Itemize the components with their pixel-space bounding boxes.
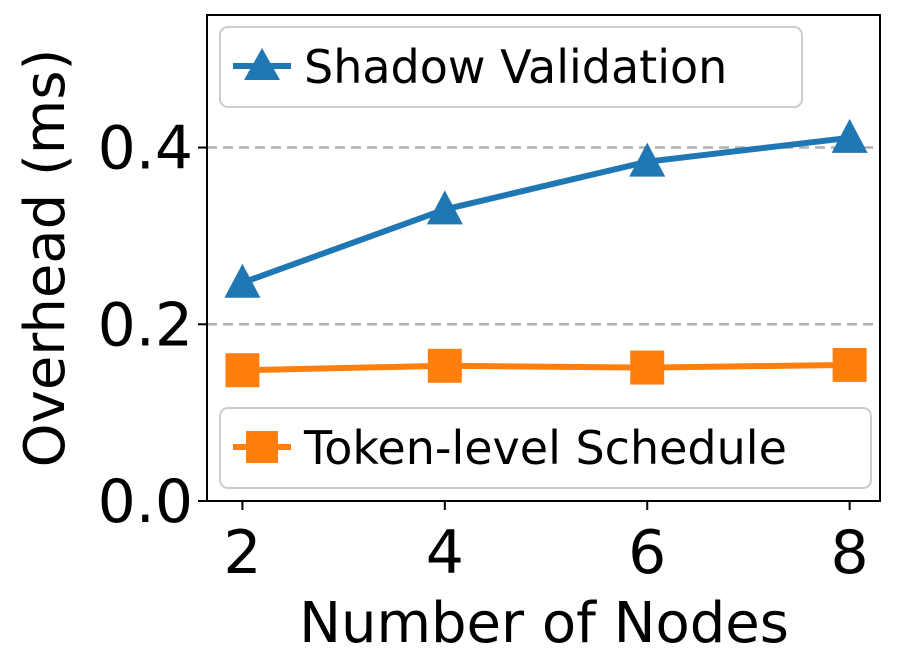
legend-top-label: Shadow Validation <box>304 40 727 94</box>
series-layer <box>224 118 868 388</box>
series-1-point-1 <box>427 348 462 383</box>
series-0-point-2 <box>629 142 666 177</box>
y-tick-label-1: 0.2 <box>98 290 193 360</box>
series-line-1 <box>242 361 850 374</box>
x-axis-title: Number of Nodes <box>299 591 789 656</box>
y-axis-title: Overhead (ms) <box>13 49 78 468</box>
legend-top-box <box>219 26 803 108</box>
series-1-point-3 <box>832 347 867 382</box>
legend-bottom-box <box>219 407 872 489</box>
plot-frame <box>206 14 881 502</box>
axis-ticks: 0.0 0.2 0.4 2 4 6 8 <box>98 114 869 588</box>
legend-bottom: Token-level Schedule <box>219 407 872 489</box>
legend-top: Shadow Validation <box>219 26 803 108</box>
series-1-point-2 <box>630 350 665 385</box>
series-1-point-0 <box>225 353 260 388</box>
y-tick-label-2: 0.4 <box>98 114 193 184</box>
x-tick-label-1: 4 <box>426 518 464 588</box>
x-tick-label-2: 6 <box>628 518 666 588</box>
legend-bottom-label: Token-level Schedule <box>303 421 787 475</box>
series-line-0 <box>241 134 850 286</box>
legend-bottom-square-marker <box>246 431 278 463</box>
series-0-point-3 <box>831 118 868 153</box>
x-tick-label-3: 8 <box>831 518 869 588</box>
series-0-point-1 <box>426 190 463 225</box>
y-tick-label-0: 0.0 <box>98 467 193 537</box>
grid-lines <box>207 146 880 326</box>
series-0-point-0 <box>224 263 261 298</box>
legend-top-triangle-marker <box>244 48 280 80</box>
x-tick-label-0: 2 <box>223 518 261 588</box>
